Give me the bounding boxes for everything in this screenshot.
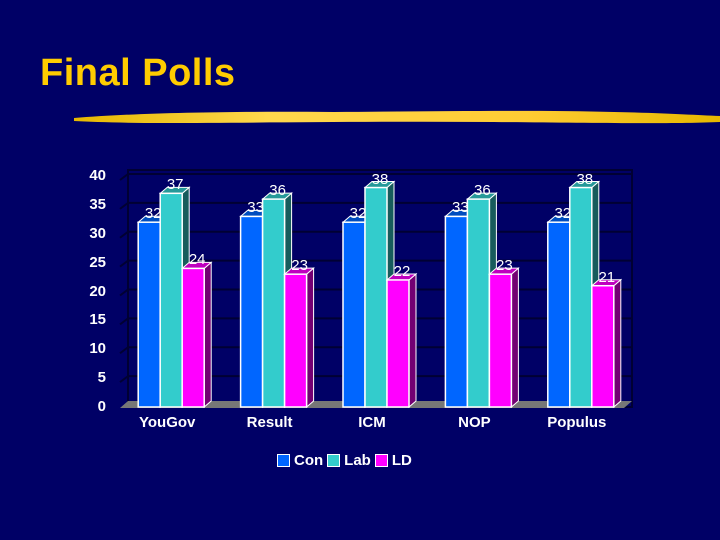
x-axis-label: Result: [246, 414, 293, 431]
x-axis-label: NOP: [458, 414, 491, 431]
data-label: 37: [166, 176, 184, 194]
bar-con-nop: [444, 215, 469, 408]
data-label: 22: [393, 262, 411, 280]
data-label: 33: [452, 199, 469, 217]
legend-item-ld: LD: [374, 452, 412, 469]
gridline: [119, 288, 129, 297]
data-label: 24: [188, 251, 206, 269]
bar-con-result: [239, 215, 264, 408]
bar-side: [203, 261, 212, 409]
data-label: 32: [144, 205, 162, 223]
y-axis-tick: 10: [89, 340, 106, 358]
bar-ld-icm: [386, 279, 410, 408]
data-label: 36: [269, 182, 286, 200]
bar-con-icm: [342, 221, 366, 408]
data-label: 38: [371, 170, 389, 188]
bar-ld-result: [283, 273, 308, 408]
data-label: 23: [291, 257, 308, 275]
bar-ld-populus: [591, 284, 615, 408]
gridline: [119, 346, 129, 355]
x-axis-label: Populus: [547, 414, 607, 431]
x-axis-label: ICM: [358, 414, 386, 431]
bar-side: [510, 267, 519, 409]
gridline: [119, 230, 129, 239]
legend-label: Con: [294, 452, 324, 469]
legend-swatch: [327, 454, 341, 467]
legend-swatch: [374, 454, 388, 467]
chart-legend: Con Lab LD: [277, 452, 416, 469]
data-label: 21: [598, 268, 616, 286]
bar-con-populus: [547, 221, 571, 408]
bar-side: [306, 267, 315, 409]
y-axis-tick: 20: [89, 282, 106, 300]
gridline: [119, 317, 129, 326]
bar-ld-nop: [488, 273, 513, 408]
y-axis-tick: 15: [89, 311, 106, 329]
bar-con-yougov: [137, 221, 161, 408]
data-label: 38: [576, 170, 594, 188]
bar-lab-result: [261, 198, 286, 408]
y-axis-tick: 25: [89, 253, 106, 271]
bar-lab-yougov: [159, 192, 183, 408]
legend-label: Lab: [344, 452, 371, 469]
y-axis-tick: 40: [89, 167, 106, 184]
brush-underline-decoration: [74, 110, 720, 124]
y-axis-tick: 0: [97, 398, 106, 415]
data-label: 33: [247, 199, 264, 217]
bar-ld-yougov: [181, 267, 205, 408]
y-axis-tick: 30: [89, 224, 106, 242]
y-axis-tick: 5: [97, 369, 106, 387]
legend-item-lab: Lab: [327, 452, 371, 469]
bar-side: [408, 272, 417, 409]
gridline: [119, 375, 129, 383]
bar-side: [613, 278, 622, 409]
y-axis-tick: 35: [89, 195, 106, 213]
data-label: 32: [349, 205, 367, 223]
gridline: [119, 259, 129, 268]
data-label: 23: [496, 257, 513, 275]
slide-title: Final Polls: [40, 52, 236, 94]
legend-swatch: [277, 454, 290, 467]
legend-label: LD: [391, 452, 412, 469]
data-label: 32: [554, 205, 572, 223]
data-label: 36: [474, 182, 491, 200]
bar-lab-nop: [466, 198, 491, 408]
gridline: [119, 202, 129, 210]
gridline: [119, 173, 129, 181]
legend-item-con: Con: [277, 452, 323, 469]
x-axis-label: YouGov: [138, 414, 196, 431]
